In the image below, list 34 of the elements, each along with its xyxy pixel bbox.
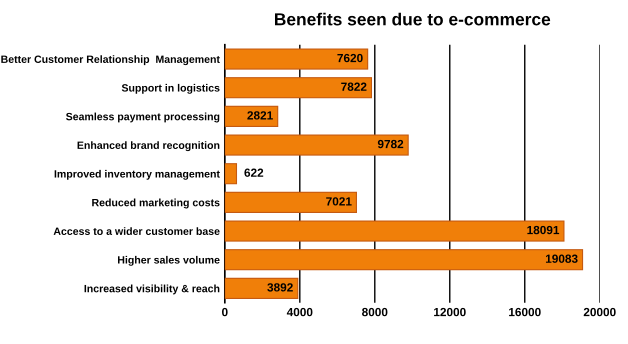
x-tick-label: 0 <box>222 308 228 316</box>
bar <box>224 192 357 213</box>
y-tick-label: Improved inventory management <box>54 170 220 180</box>
x-tick-label: 8000 <box>362 308 388 316</box>
data-label: 7620 <box>337 54 363 62</box>
chart-title: Benefits seen due to e-commerce <box>275 12 550 26</box>
y-tick-label: Increased visibility & reach <box>84 284 220 294</box>
x-tick-label: 20000 <box>584 308 616 316</box>
data-label: 9782 <box>378 140 404 148</box>
bar <box>224 220 565 242</box>
data-label: 3892 <box>267 283 293 292</box>
y-tick-label: Access to a wider customer base <box>54 227 220 235</box>
y-tick-label: Enhanced brand recognition <box>78 141 220 152</box>
data-label: 18091 <box>527 226 560 234</box>
bar <box>224 249 584 270</box>
y-tick-label: Higher sales volume <box>118 256 220 266</box>
bar <box>224 163 238 184</box>
data-label: 7021 <box>326 197 352 206</box>
bar <box>224 106 278 127</box>
data-label: 19083 <box>546 254 578 263</box>
data-label: 7822 <box>341 82 366 91</box>
y-tick-label: Support in logistics <box>122 84 220 94</box>
y-tick-label: Reduced marketing costs <box>92 198 220 208</box>
bar <box>224 134 409 156</box>
bar <box>224 48 368 70</box>
x-tick-label: 4000 <box>286 308 312 316</box>
x-tick-label: 16000 <box>509 308 541 316</box>
bar <box>224 77 372 98</box>
bar <box>224 278 298 299</box>
data-label: 622 <box>244 168 264 177</box>
data-label: 2821 <box>247 111 273 120</box>
x-tick-label: 12000 <box>434 308 466 316</box>
y-tick-label: Better Customer Relationship Management <box>1 55 220 66</box>
y-tick-label: Seamless payment processing <box>66 112 220 122</box>
